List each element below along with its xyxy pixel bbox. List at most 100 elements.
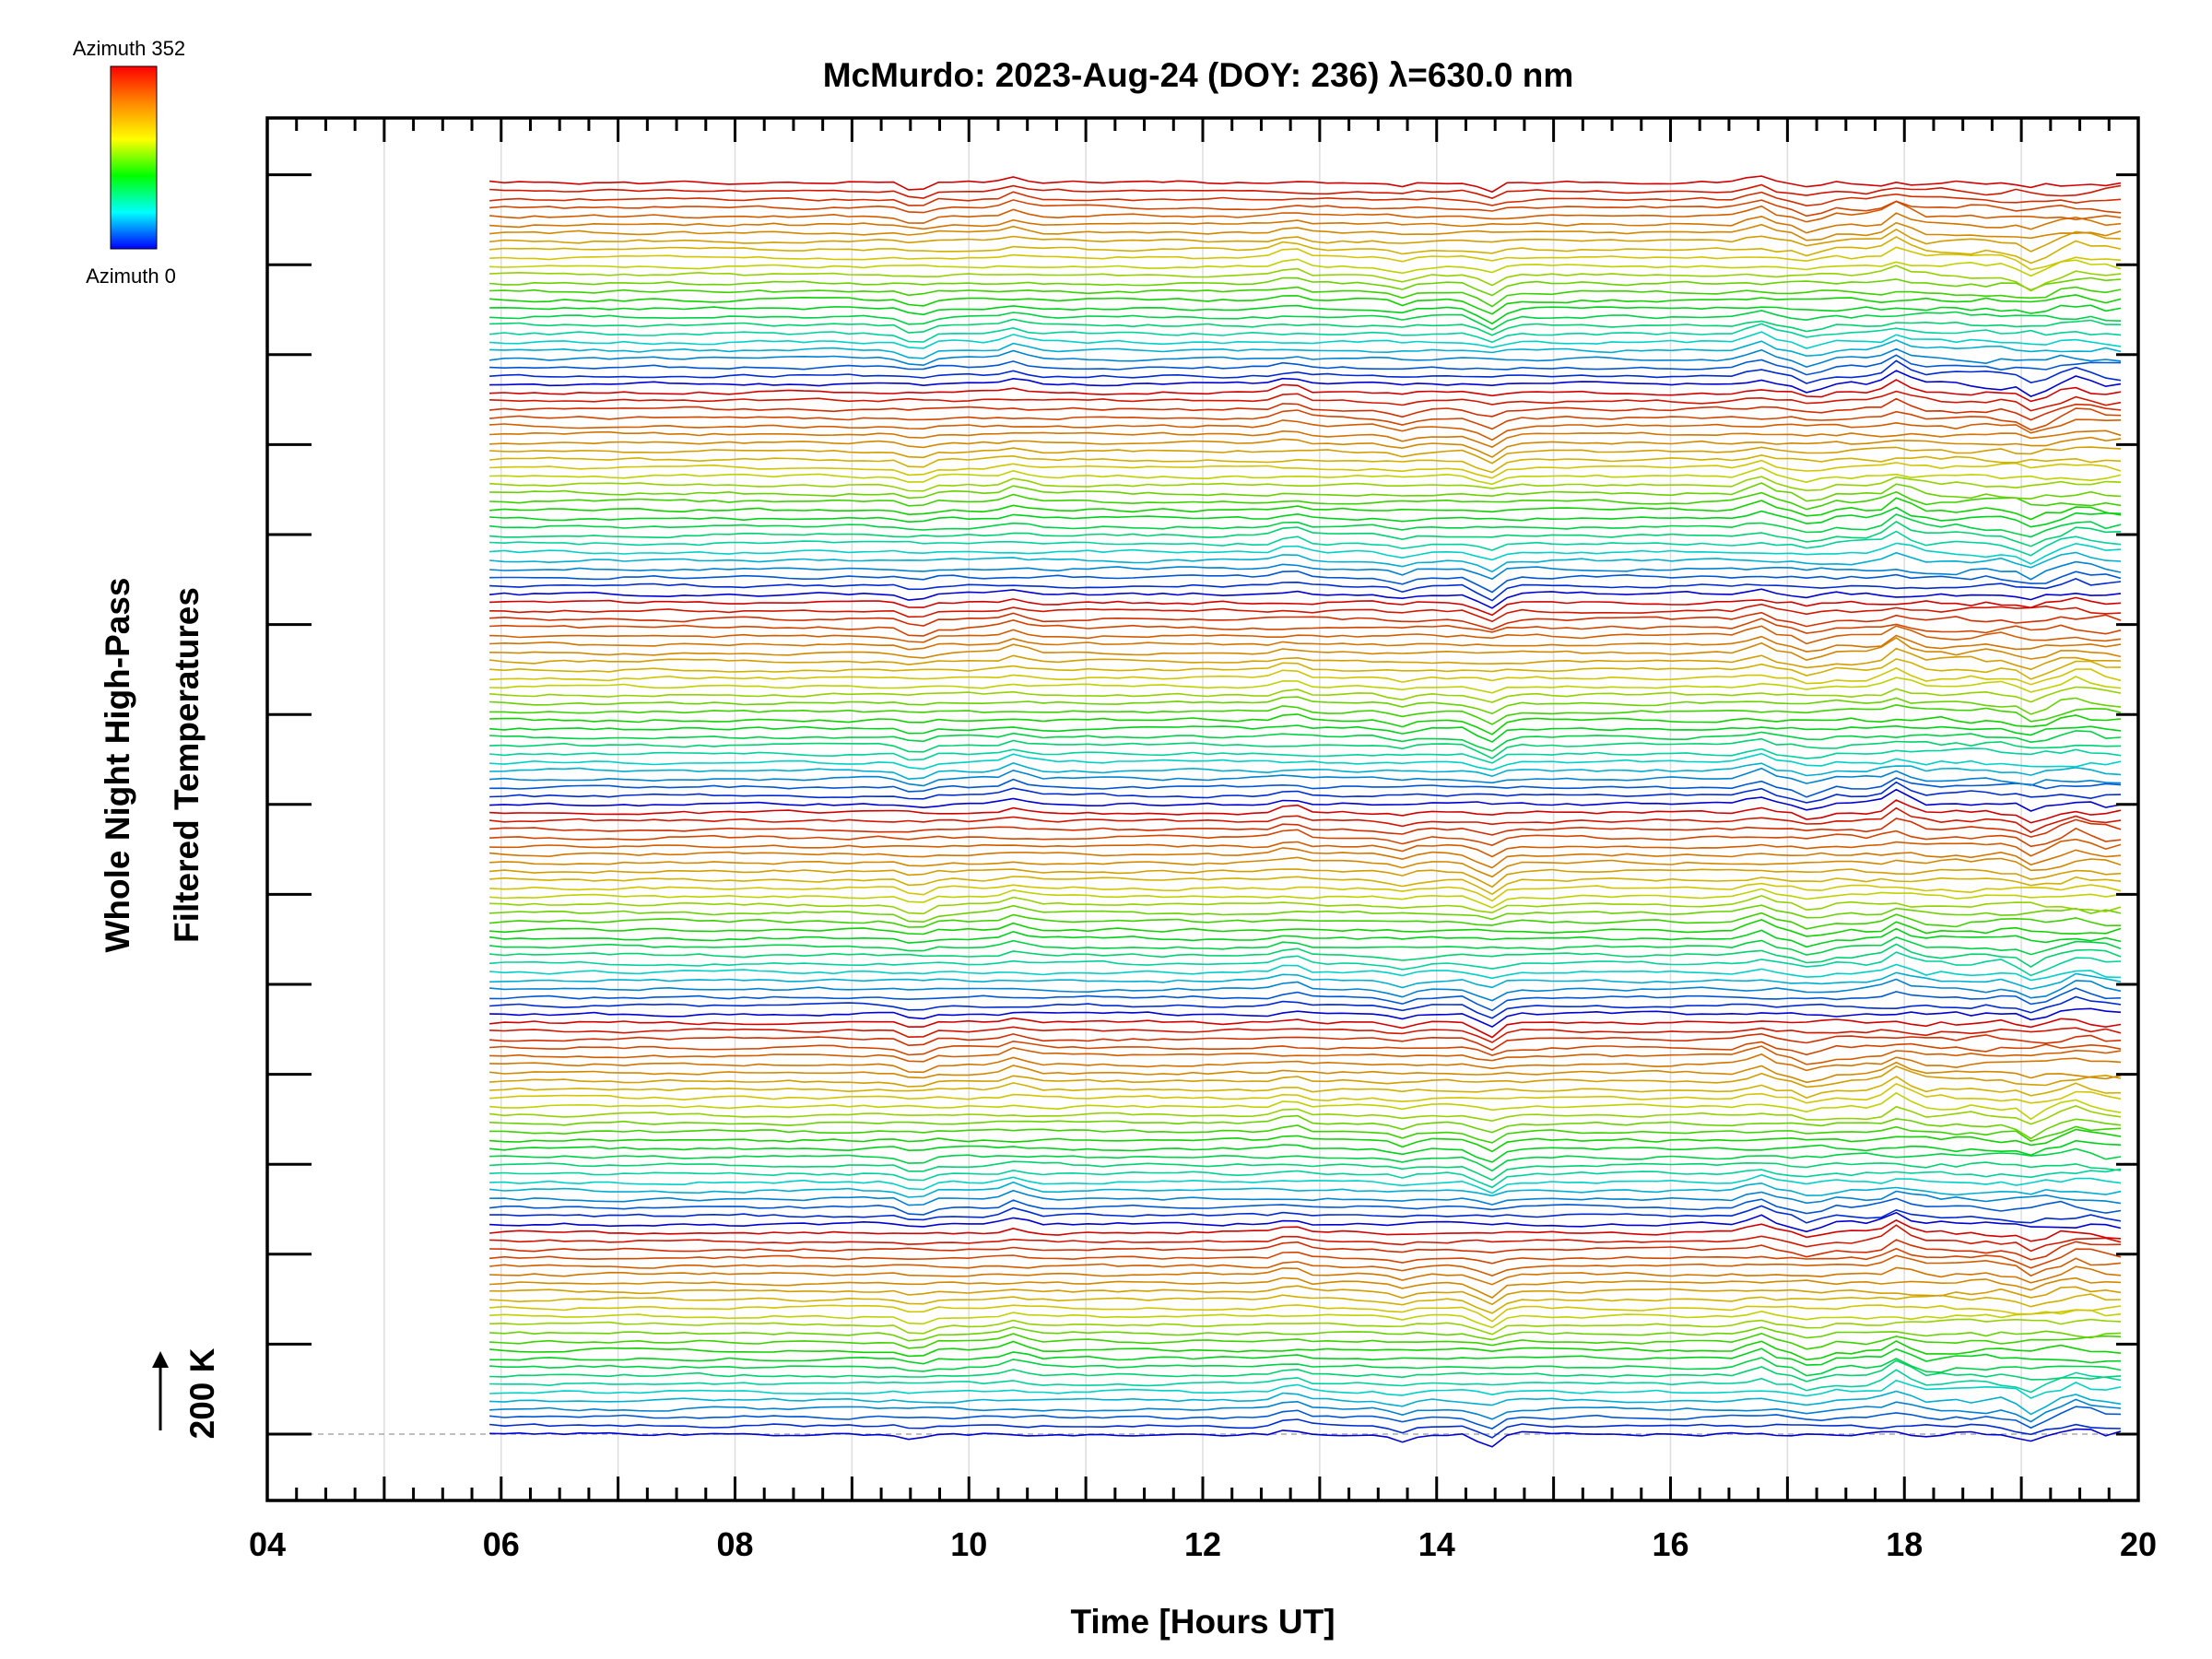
temperature-trace [489,578,2122,602]
legend-bottom-label: Azimuth 0 [86,265,176,288]
temperature-trace [489,686,2122,703]
temperature-trace [489,730,2122,752]
temperature-trace [489,888,2122,909]
temperature-trace [489,1045,2122,1065]
x-tick-label: 14 [1418,1525,1455,1563]
temperature-trace [489,762,2122,781]
x-tick-label: 06 [483,1525,520,1563]
temperature-trace [489,1357,2122,1377]
temperature-trace [489,667,2122,686]
temperature-trace [489,221,2122,241]
temperature-trace [489,747,2122,764]
temperature-trace [489,318,2122,336]
temperature-trace [489,466,2122,486]
temperature-trace [489,1326,2122,1342]
temperature-trace [489,596,2122,617]
temperature-trace [489,1332,2122,1350]
temperature-trace [489,995,2122,1019]
temperature-trace [489,1124,2122,1144]
temperature-trace [489,943,2122,968]
temperature-trace [489,1076,2122,1100]
chart-title: McMurdo: 2023-Aug-24 (DOY: 236) λ=630.0 … [823,56,1574,94]
temperature-trace [489,618,2122,637]
temperature-trace [489,1017,2122,1039]
temperature-trace [489,1174,2122,1194]
temperature-trace [489,407,2122,431]
temperature-trace [489,971,2122,990]
temperature-trace [489,1160,2122,1182]
temperature-trace [489,1189,2122,1206]
temperature-trace [489,1091,2122,1121]
temperature-trace [489,323,2122,344]
temperature-trace [489,212,2122,234]
temperature-trace [489,894,2122,915]
temperature-trace [489,919,2122,937]
temperature-trace [489,513,2122,538]
scale-arrow-head [152,1351,169,1368]
temperature-trace [489,294,2122,315]
temperature-trace [489,429,2122,448]
legend-top-label: Azimuth 352 [73,37,185,60]
temperature-trace [489,1218,2122,1242]
temperature-trace [489,1390,2122,1416]
temperature-trace [489,1065,2122,1088]
temperature-trace [489,1340,2122,1361]
temperature-trace [489,1211,2122,1233]
temperature-trace [489,603,2122,623]
scale-reference-label: 200 K [183,1347,221,1439]
temperature-trace [489,936,2122,956]
temperature-trace [489,1040,2122,1056]
temperature-trace [489,1224,2122,1253]
temperature-trace [489,818,2122,838]
temperature-trace [489,799,2122,824]
x-axis-label: Time [Hours UT] [1070,1603,1335,1641]
temperature-trace [489,339,2122,359]
temperature-trace [489,200,2122,224]
temperature-trace [489,482,2122,502]
x-tick-label: 08 [716,1525,753,1563]
temperature-trace [489,530,2122,557]
temperature-trace [489,978,2122,1002]
axis-ticks: 04 06 08 10 12 14 16 18 20 [249,118,2157,1563]
temperature-trace [489,1197,2122,1216]
temperature-trace [489,1105,2122,1125]
temperature-trace [489,1082,2122,1104]
temperature-trace [489,258,2122,277]
temperature-trace [489,1418,2122,1439]
temperature-trace [489,1285,2122,1306]
temperature-trace [489,912,2122,930]
x-tick-label: 20 [2120,1525,2157,1563]
temperature-trace [489,827,2122,848]
temperature-trace [489,625,2122,645]
temperature-trace [489,696,2122,715]
temperature-trace [489,397,2122,421]
temperature-trace [489,1406,2122,1430]
temperature-trace [489,856,2122,878]
temperature-trace [489,1293,2122,1314]
temperature-trace [489,611,2122,630]
temperature-trace [489,882,2122,902]
temperature-trace [489,724,2122,743]
temperature-trace [489,1147,2122,1172]
temperature-trace [489,987,2122,1012]
temperature-trace [489,868,2122,888]
temperature-trace [489,788,2122,812]
temperature-trace [489,236,2122,265]
temperature-trace [489,1428,2122,1448]
temperature-trace [489,1205,2122,1224]
temperature-trace [489,1254,2122,1277]
temperature-trace [489,737,2122,759]
temperature-trace [489,1239,2122,1261]
temperature-trace [489,876,2122,896]
temperature-trace [489,1265,2122,1286]
temperature-trace [489,286,2122,308]
temperature-trace [489,331,2122,349]
temperature-trace [489,446,2122,465]
temperature-trace [489,1277,2122,1299]
temperature-trace [489,1053,2122,1074]
temperature-trace [489,806,2122,834]
temperature-trace [489,354,2122,376]
temperature-trace [489,379,2122,403]
temperature-trace [489,418,2122,441]
temperature-trace [489,560,2122,581]
